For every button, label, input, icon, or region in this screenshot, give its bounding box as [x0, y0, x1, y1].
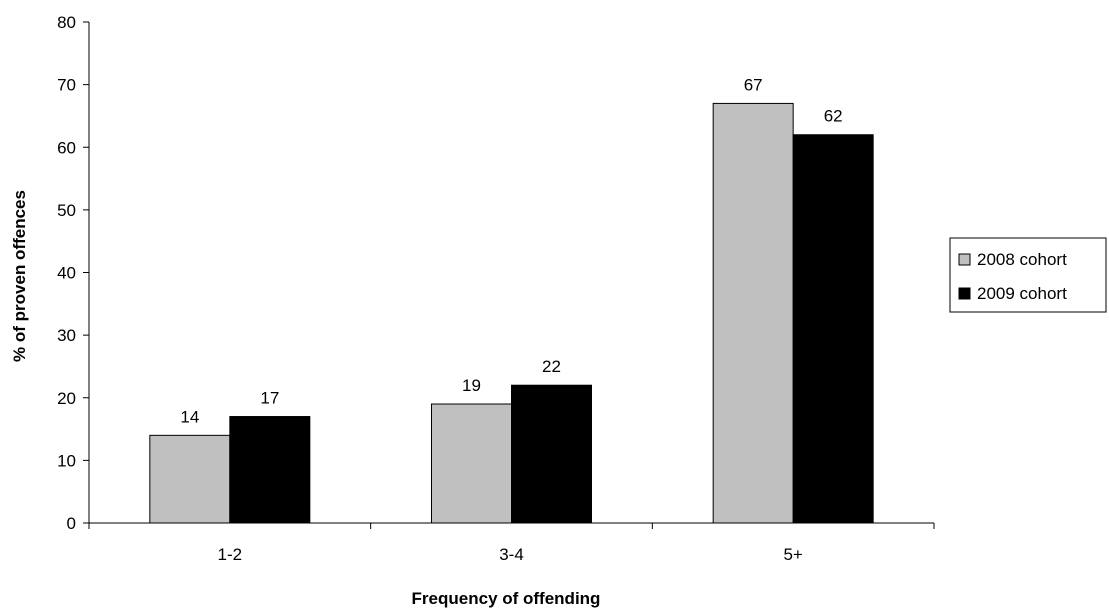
x-axis: 1-2 3-4 5+	[88, 522, 935, 564]
y-tick-label: 0	[67, 514, 76, 533]
bar-2008-cohort-1-2	[149, 434, 231, 524]
bars	[149, 102, 874, 524]
legend-label-2008: 2008 cohort	[977, 250, 1067, 269]
x-tick-label: 1-2	[218, 545, 243, 564]
bar-2009-cohort-1-2	[229, 416, 311, 524]
y-tick-label: 40	[57, 264, 76, 283]
legend-swatch-2008	[958, 253, 971, 266]
bar-2008-cohort-5+	[712, 102, 794, 524]
data-label: 14	[180, 407, 199, 426]
y-tick-label: 30	[57, 326, 76, 345]
y-tick-label: 50	[57, 201, 76, 220]
bar-2009-cohort-3-4	[511, 384, 592, 524]
x-tick-label: 3-4	[499, 545, 524, 564]
data-label: 17	[260, 389, 279, 408]
legend-label-2009: 2009 cohort	[977, 284, 1067, 303]
bar-2009-cohort-5+	[792, 134, 874, 524]
data-label: 62	[824, 107, 843, 126]
data-labels: 14 19 67 17 22 62	[180, 75, 842, 426]
y-tick-label: 80	[57, 13, 76, 32]
y-tick-label: 70	[57, 76, 76, 95]
legend: 2008 cohort 2009 cohort	[949, 237, 1107, 313]
x-axis-title: Frequency of offending	[412, 589, 601, 608]
y-axis: 0 10 20 30 40 50 60 70 80	[57, 13, 90, 533]
bar-2008-cohort-3-4	[431, 403, 512, 524]
data-label: 67	[744, 75, 763, 94]
y-tick-label: 20	[57, 389, 76, 408]
legend-frame	[949, 237, 1107, 313]
y-tick-label: 10	[57, 451, 76, 470]
data-label: 22	[542, 357, 561, 376]
legend-swatch-2009	[958, 287, 971, 300]
y-axis-title: % of proven offences	[10, 190, 29, 362]
y-tick-label: 60	[57, 138, 76, 157]
data-label: 19	[462, 376, 481, 395]
x-tick-label: 5+	[783, 545, 802, 564]
